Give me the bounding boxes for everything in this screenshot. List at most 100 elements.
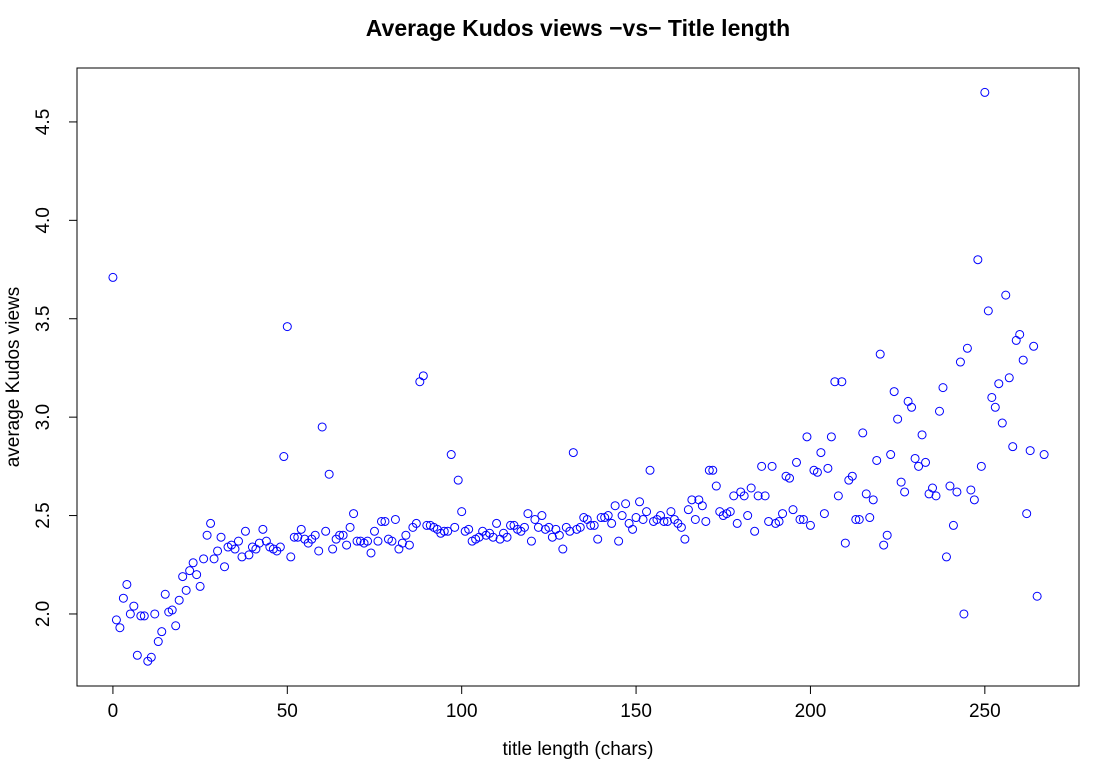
point	[907, 402, 917, 412]
point	[760, 491, 770, 501]
point	[558, 544, 568, 554]
point	[324, 469, 334, 479]
point	[690, 514, 700, 524]
point	[366, 548, 376, 558]
point	[328, 544, 338, 554]
point	[523, 509, 533, 519]
point	[969, 495, 979, 505]
point	[363, 536, 373, 546]
point	[171, 621, 181, 631]
point	[624, 518, 634, 528]
point	[746, 483, 756, 493]
point	[1011, 335, 1021, 345]
point	[321, 526, 331, 536]
y-tick-label: 3.0	[33, 404, 54, 430]
point	[1004, 373, 1014, 383]
point	[889, 387, 899, 397]
plot-frame	[76, 67, 1080, 687]
point	[732, 518, 742, 528]
point	[404, 540, 414, 550]
point	[826, 432, 836, 442]
point	[1015, 329, 1025, 339]
point	[854, 514, 864, 524]
point	[139, 611, 149, 621]
point	[422, 520, 432, 530]
point	[279, 452, 289, 462]
point	[394, 544, 404, 554]
point	[258, 524, 268, 534]
point	[861, 489, 871, 499]
point	[683, 505, 693, 515]
point	[886, 450, 896, 460]
point	[607, 518, 617, 528]
x-tick-label: 50	[277, 701, 298, 722]
point	[575, 522, 585, 532]
y-tick-label: 2.5	[33, 502, 54, 528]
point	[840, 538, 850, 548]
point	[851, 514, 861, 524]
y-axis-label: average Kudos views	[3, 287, 24, 468]
point	[206, 518, 216, 528]
point	[387, 536, 397, 546]
point	[537, 511, 547, 521]
point	[603, 511, 613, 521]
point	[150, 609, 160, 619]
point	[959, 609, 969, 619]
point	[202, 530, 212, 540]
point	[739, 491, 749, 501]
point	[980, 87, 990, 97]
point	[896, 477, 906, 487]
point	[962, 343, 972, 353]
point	[115, 623, 125, 633]
point	[118, 593, 128, 603]
point	[310, 530, 320, 540]
point	[1018, 355, 1028, 365]
point	[492, 518, 502, 528]
point	[938, 383, 948, 393]
x-tick-label: 0	[108, 701, 119, 722]
point	[317, 422, 327, 432]
point	[872, 455, 882, 465]
x-tick-label: 200	[795, 701, 827, 722]
point	[488, 532, 498, 542]
point	[213, 546, 223, 556]
point	[335, 530, 345, 540]
point	[146, 652, 156, 662]
point	[764, 516, 774, 526]
point	[244, 550, 254, 560]
point	[833, 491, 843, 501]
point	[910, 453, 920, 463]
point	[638, 514, 648, 524]
point	[1039, 450, 1049, 460]
point	[181, 585, 191, 595]
point	[903, 396, 913, 406]
point	[816, 448, 826, 458]
point	[687, 495, 697, 505]
point	[565, 526, 575, 536]
point	[349, 509, 359, 519]
point	[464, 524, 474, 534]
point	[701, 516, 711, 526]
point	[819, 509, 829, 519]
point	[551, 524, 561, 534]
point	[122, 579, 132, 589]
point	[812, 467, 822, 477]
point	[621, 499, 631, 509]
point	[1022, 509, 1032, 519]
point	[596, 513, 606, 523]
point	[1029, 341, 1039, 351]
point	[296, 524, 306, 534]
point	[338, 530, 348, 540]
point	[397, 538, 407, 548]
point	[195, 581, 205, 591]
point	[132, 650, 142, 660]
point	[893, 414, 903, 424]
point	[282, 322, 292, 332]
point	[533, 522, 543, 532]
point	[642, 507, 652, 517]
point	[743, 511, 753, 521]
point	[704, 465, 714, 475]
point	[178, 572, 188, 582]
point	[666, 507, 676, 517]
point	[390, 514, 400, 524]
